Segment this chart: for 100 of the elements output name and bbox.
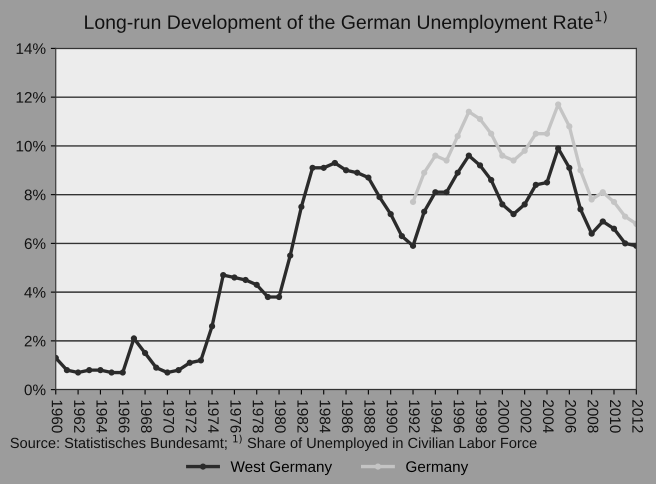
point (220, 272, 226, 278)
x-tick-label: 1994 (431, 400, 442, 433)
x-tick-label: 1968 (140, 400, 152, 433)
x-tick-label: 1962 (74, 400, 85, 433)
point (432, 152, 438, 159)
point (532, 130, 539, 137)
point (610, 198, 618, 206)
legend-label: Germany (406, 461, 468, 476)
point (522, 148, 528, 154)
point (566, 123, 572, 130)
point (276, 294, 282, 300)
point (354, 170, 360, 176)
point (332, 160, 338, 166)
point (242, 276, 249, 284)
legend-label: West Germany (230, 461, 332, 476)
point (544, 130, 550, 137)
point (577, 206, 584, 212)
point (466, 108, 472, 115)
point (421, 208, 428, 215)
point (466, 152, 472, 159)
point (287, 252, 294, 259)
point (309, 164, 316, 171)
point (622, 240, 628, 247)
source-note: Source: Statistisches Bundesamt; $^{1)}$ Share of Unemployed in Civilian Labor Force (10, 434, 537, 451)
point (510, 157, 517, 164)
point (342, 167, 350, 174)
point (388, 211, 394, 218)
point (432, 189, 438, 196)
point (488, 176, 494, 184)
point (264, 294, 272, 300)
point (476, 116, 484, 122)
point (443, 157, 450, 164)
x-tick-label: 1972 (186, 400, 196, 433)
point (622, 213, 628, 220)
point (410, 242, 416, 249)
x-tick-label: 1982 (297, 400, 308, 433)
point (532, 182, 539, 188)
point (476, 162, 484, 169)
y-tick-label: 4% (24, 287, 46, 298)
y-tick-label: 14% (16, 43, 46, 54)
point (164, 369, 171, 376)
x-tick-label: 1980 (274, 400, 286, 433)
point (610, 226, 618, 232)
x-tick-label: 1974 (208, 400, 219, 433)
y-tick-label: 2% (24, 336, 46, 346)
point (421, 170, 428, 176)
point (588, 196, 595, 203)
y-tick-label: 12% (16, 92, 46, 103)
point (175, 366, 182, 374)
point (108, 369, 115, 376)
point (208, 323, 216, 330)
point (142, 350, 148, 356)
point (74, 369, 82, 376)
x-tick-label: 1996 (454, 400, 464, 433)
point (254, 282, 260, 288)
x-tick-label: 2012 (632, 400, 644, 433)
point (488, 130, 494, 137)
point (410, 198, 416, 206)
point (454, 170, 461, 176)
x-tick-label: 1988 (364, 400, 376, 433)
point (510, 211, 517, 218)
x-tick-label: 2000 (498, 400, 510, 433)
y-tick-label: 10% (16, 140, 46, 152)
chart-title: Long-run Development of the German Unemployment Rate$^{1)}$ (85, 11, 607, 33)
point (86, 366, 92, 374)
x-tick-label: 1992 (408, 400, 420, 433)
x-tick-label: 2006 (565, 400, 576, 433)
point (577, 167, 584, 174)
x-tick-label: 2004 (542, 400, 554, 433)
x-tick-label: 1970 (163, 400, 174, 433)
x-tick-label: 1990 (386, 400, 398, 433)
y-tick-label: 8% (24, 190, 46, 200)
point (365, 174, 372, 181)
point (544, 179, 550, 186)
point (320, 164, 327, 171)
point (198, 357, 204, 364)
y-tick-label: 0% (24, 384, 46, 396)
point (600, 189, 606, 196)
x-tick-label: 1998 (476, 400, 487, 433)
x-tick-label: 2008 (588, 400, 598, 433)
x-tick-label: 2002 (520, 400, 532, 433)
x-tick-label: 1986 (342, 400, 353, 433)
x-tick-label: 1960 (52, 400, 62, 433)
point (97, 366, 104, 374)
point (64, 366, 70, 374)
point (454, 133, 461, 140)
point (566, 164, 572, 171)
x-tick-label: 2010 (610, 400, 621, 433)
point (376, 194, 383, 200)
point (186, 360, 193, 366)
point (443, 189, 450, 196)
x-tick-label: 1976 (230, 400, 242, 433)
point (120, 369, 126, 376)
x-tick-label: 1984 (320, 400, 330, 433)
point (231, 274, 238, 281)
point (499, 152, 506, 159)
point (522, 201, 528, 208)
point (588, 230, 595, 237)
point (153, 364, 160, 371)
point (600, 218, 606, 225)
